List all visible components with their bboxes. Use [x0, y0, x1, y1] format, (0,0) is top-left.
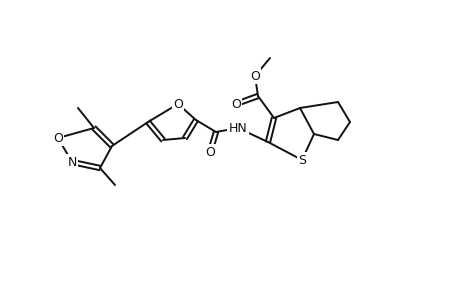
Text: N: N — [67, 155, 77, 169]
Text: O: O — [173, 98, 183, 110]
Text: HN: HN — [228, 122, 247, 134]
Text: O: O — [53, 131, 63, 145]
Text: S: S — [297, 154, 305, 166]
Text: O: O — [250, 70, 259, 83]
Text: O: O — [230, 98, 241, 110]
Text: O: O — [205, 146, 214, 158]
